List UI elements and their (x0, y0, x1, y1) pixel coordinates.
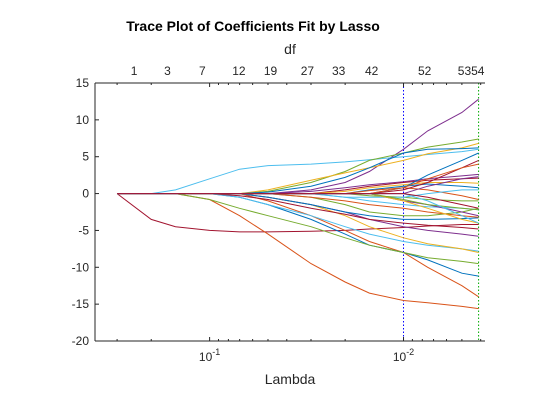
df-label: 12 (232, 64, 246, 78)
x-tick-base: 10 (393, 350, 407, 364)
coefficient-paths (116, 98, 479, 310)
df-label: 52 (418, 64, 432, 78)
y-tick-label: 5 (82, 150, 89, 164)
coefficient-path-2 (117, 148, 479, 195)
y-axis-ticks: 15 10 5 0 -5 -10 -15 -20 (72, 76, 99, 348)
reference-lines (403, 83, 480, 341)
x-tick-label: 10-1 (199, 347, 220, 364)
df-axis-labels: 1 3 7 12 19 27 33 42 52 5354 (131, 64, 485, 78)
top-axis-label: df (284, 41, 296, 57)
coefficient-path-6 (116, 193, 479, 233)
y-tick-label: -15 (72, 297, 90, 311)
df-label: 3 (164, 64, 171, 78)
x-tick-base: 10 (199, 350, 213, 364)
df-label: 27 (301, 64, 315, 78)
chart-title: Trace Plot of Coefficients Fit by Lasso (126, 18, 380, 34)
axes-frame (94, 82, 485, 342)
df-label: 5354 (458, 64, 485, 78)
x-axis-ticks: 10-1 10-2 (116, 83, 482, 364)
coefficient-path-34 (117, 193, 479, 209)
y-tick-label: -5 (78, 223, 89, 237)
y-tick-label: 0 (82, 187, 89, 201)
df-label: 33 (332, 64, 346, 78)
y-tick-label: 10 (76, 113, 90, 127)
x-axis-label: Lambda (265, 371, 316, 387)
y-tick-label: -10 (72, 260, 90, 274)
df-label: 1 (131, 64, 138, 78)
x-tick-exponent: -1 (212, 347, 220, 357)
y-tick-label: -20 (72, 334, 90, 348)
df-label: 19 (264, 64, 278, 78)
df-label: 42 (365, 64, 379, 78)
x-tick-label: 10-2 (393, 347, 414, 364)
y-tick-label: 15 (76, 76, 90, 90)
df-label: 7 (199, 64, 206, 78)
x-tick-exponent: -2 (406, 347, 414, 357)
